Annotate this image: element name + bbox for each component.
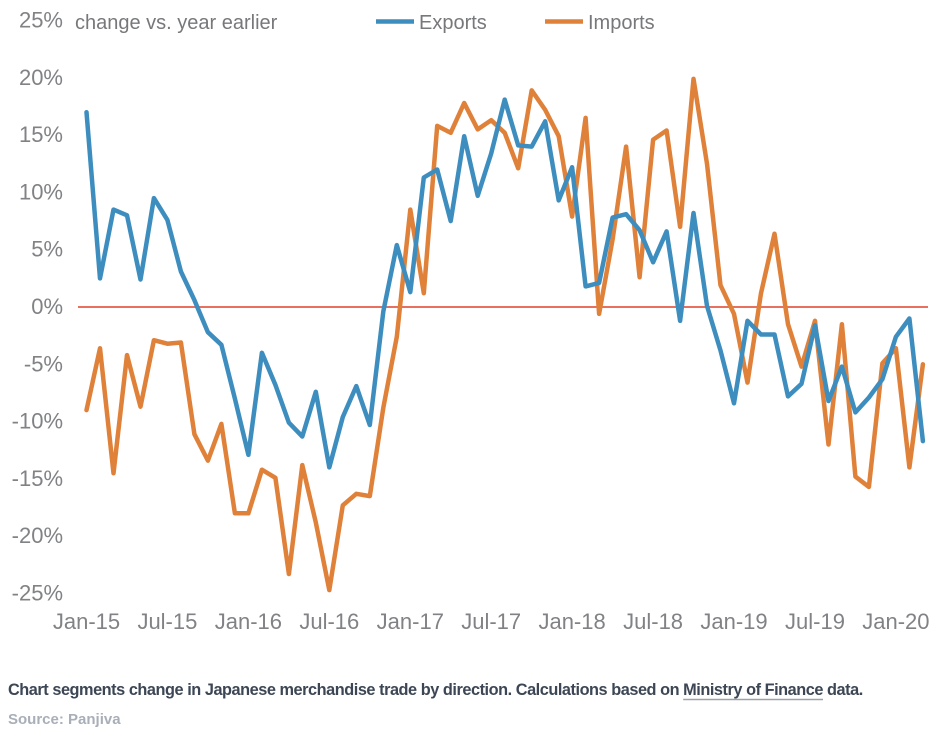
svg-text:Jan-19: Jan-19: [700, 609, 767, 634]
svg-text:Jul-17: Jul-17: [461, 609, 521, 634]
svg-text:5%: 5%: [31, 237, 63, 262]
svg-text:Imports: Imports: [588, 12, 655, 34]
svg-text:-15%: -15%: [12, 466, 63, 491]
svg-text:-25%: -25%: [12, 581, 63, 606]
svg-text:Jan-16: Jan-16: [215, 609, 282, 634]
svg-text:Jan-18: Jan-18: [538, 609, 605, 634]
svg-text:10%: 10%: [19, 179, 63, 204]
svg-text:Exports: Exports: [419, 12, 487, 34]
svg-text:15%: 15%: [19, 122, 63, 147]
svg-text:Jan-15: Jan-15: [53, 609, 120, 634]
svg-text:20%: 20%: [19, 65, 63, 90]
svg-text:Jan-20: Jan-20: [862, 609, 929, 634]
svg-text:Source: Panjiva: Source: Panjiva: [8, 711, 121, 728]
svg-text:-5%: -5%: [24, 351, 63, 376]
svg-text:change vs. year earlier: change vs. year earlier: [75, 12, 278, 34]
svg-text:Jan-17: Jan-17: [377, 609, 444, 634]
svg-text:-10%: -10%: [12, 409, 63, 434]
svg-text:Jul-18: Jul-18: [623, 609, 683, 634]
svg-text:Chart segments change in Japan: Chart segments change in Japanese mercha…: [8, 681, 863, 699]
svg-text:-20%: -20%: [12, 523, 63, 548]
svg-text:Jul-19: Jul-19: [785, 609, 845, 634]
svg-text:Jul-15: Jul-15: [137, 609, 197, 634]
svg-text:25%: 25%: [19, 8, 63, 33]
svg-text:Jul-16: Jul-16: [299, 609, 359, 634]
svg-text:0%: 0%: [31, 294, 63, 319]
